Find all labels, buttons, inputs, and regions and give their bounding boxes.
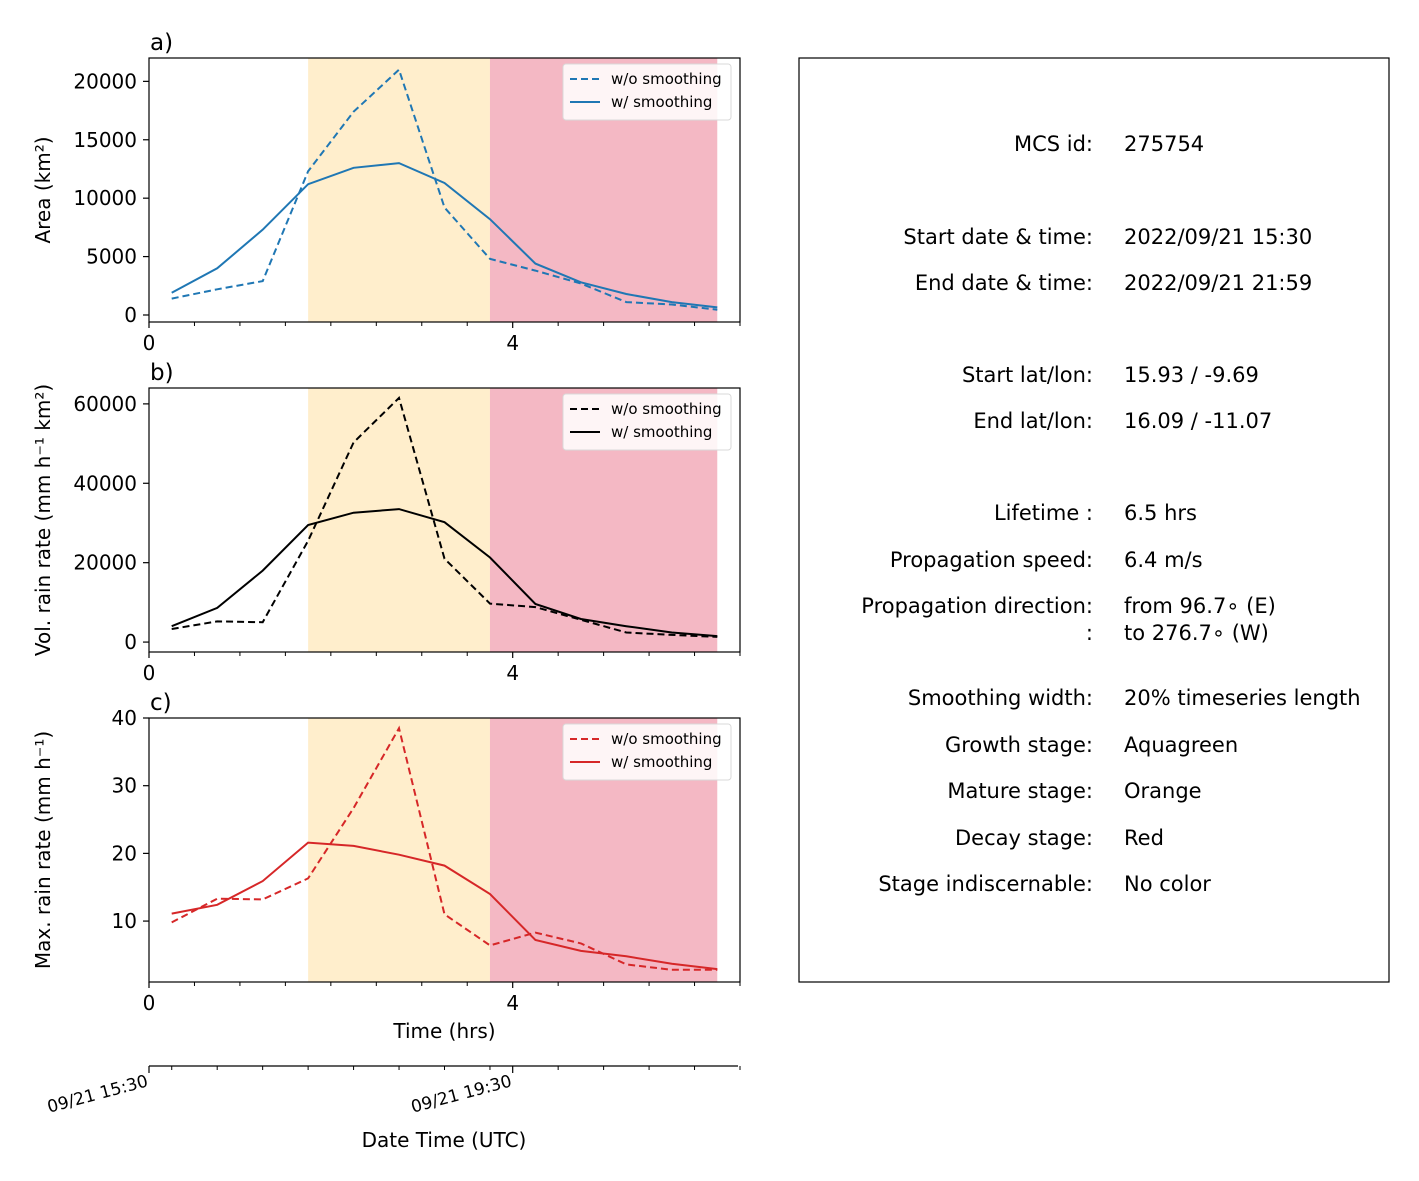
y-axis-label: Vol. rain rate (mm h⁻¹ km²) xyxy=(31,384,55,656)
info-label: End date & time: xyxy=(915,271,1093,295)
info-label: Stage indiscernable: xyxy=(878,872,1093,896)
info-value: Aquagreen xyxy=(1124,733,1238,757)
y-tick-label: 15000 xyxy=(73,128,137,152)
info-label: Propagation speed: xyxy=(890,548,1093,572)
y-axis-label: Max. rain rate (mm h⁻¹) xyxy=(31,731,55,969)
y-tick-label: 40000 xyxy=(73,471,137,495)
mature-stage-span xyxy=(308,388,490,652)
x-tick-label: 0 xyxy=(143,331,156,355)
series-line-smoothed xyxy=(171,508,718,638)
info-label: Lifetime : xyxy=(994,501,1093,525)
info-value: to 276.7∘ (W) xyxy=(1124,621,1269,645)
panel-label: a) xyxy=(150,30,173,56)
datetime-tick-label: 09/21 19:30 xyxy=(409,1072,514,1118)
x-axis-label: Time (hrs) xyxy=(392,1019,495,1043)
y-tick-label: 10000 xyxy=(73,186,137,210)
panel-label: b) xyxy=(150,360,174,386)
datetime-tick-label: 09/21 15:30 xyxy=(45,1072,150,1118)
info-label: Mature stage: xyxy=(947,779,1093,803)
series-line-smoothed xyxy=(171,841,718,971)
info-panel: MCS id: 275754 Start date & time: 2022/09/2… xyxy=(798,57,1390,983)
legend-label: w/o smoothing xyxy=(611,730,722,748)
info-value: Red xyxy=(1124,826,1164,850)
datetime-axis: 09/21 15:30 09/21 19:30 Date Time (UTC) xyxy=(45,1065,741,1152)
y-tick-label: 40 xyxy=(112,706,137,730)
x-tick-label: 0 xyxy=(143,991,156,1015)
info-label: Propagation direction: xyxy=(861,594,1093,618)
x-tick-label: 4 xyxy=(506,331,519,355)
info-label: Start lat/lon: xyxy=(962,363,1093,387)
info-value: 275754 xyxy=(1124,132,1204,156)
x-tick-label: 0 xyxy=(143,661,156,685)
y-axis-label: Area (km²) xyxy=(31,136,55,243)
series-line-unsmoothed xyxy=(171,67,718,311)
legend-box xyxy=(562,393,732,451)
series-line-smoothed xyxy=(171,162,718,309)
legend-label: w/o smoothing xyxy=(611,70,722,88)
legend-label: w/ smoothing xyxy=(611,423,712,441)
series-line-unsmoothed xyxy=(171,396,718,638)
legend: w/o smoothing w/ smoothing xyxy=(562,723,732,781)
panel-label: c) xyxy=(150,690,172,716)
info-value: No color xyxy=(1124,872,1211,896)
x-tick-label: 4 xyxy=(506,991,519,1015)
axes-frame xyxy=(148,717,741,983)
legend-label: w/ smoothing xyxy=(611,93,712,111)
y-tick-label: 10 xyxy=(112,909,137,933)
axes-frame xyxy=(148,387,741,653)
info-panel-border xyxy=(798,57,1390,983)
legend-box xyxy=(562,63,732,121)
y-tick-label: 30 xyxy=(112,774,137,798)
y-tick-label: 60000 xyxy=(73,392,137,416)
info-label: Smoothing width: xyxy=(908,686,1093,710)
info-value: 6.4 m/s xyxy=(1124,548,1203,572)
x-tick-label: 4 xyxy=(506,661,519,685)
legend-label: w/o smoothing xyxy=(611,400,722,418)
info-value: 2022/09/21 21:59 xyxy=(1124,271,1312,295)
legend: w/o smoothing w/ smoothing xyxy=(562,63,732,121)
chart-panel-1: 0 5000 10000 15000 20000 0 4 a) Area (km²) w/o sm… xyxy=(31,30,741,355)
y-tick-label: 20000 xyxy=(73,69,137,93)
info-value: 6.5 hrs xyxy=(1124,501,1197,525)
info-label: Growth stage: xyxy=(945,733,1093,757)
y-tick-label: 20 xyxy=(112,841,137,865)
info-value: 15.93 / -9.69 xyxy=(1124,363,1259,387)
info-label: End lat/lon: xyxy=(973,409,1093,433)
info-label: : xyxy=(1086,621,1093,645)
info-value: Orange xyxy=(1124,779,1202,803)
y-tick-label: 0 xyxy=(124,303,137,327)
info-value: 2022/09/21 15:30 xyxy=(1124,225,1312,249)
legend-label: w/ smoothing xyxy=(611,753,712,771)
chart-panel-2: 0 20000 40000 60000 0 4 b) Vol. rain rate (mm h… xyxy=(31,360,741,685)
legend-box xyxy=(562,723,732,781)
y-tick-label: 5000 xyxy=(86,245,137,269)
info-value: 20% timeseries length xyxy=(1124,686,1361,710)
info-label: Start date & time: xyxy=(903,225,1093,249)
axes-frame xyxy=(148,57,741,323)
info-label: Decay stage: xyxy=(955,826,1093,850)
y-tick-label: 20000 xyxy=(73,551,137,575)
legend: w/o smoothing w/ smoothing xyxy=(562,393,732,451)
info-value: from 96.7∘ (E) xyxy=(1124,594,1276,618)
info-value: 16.09 / -11.07 xyxy=(1124,409,1272,433)
info-label: MCS id: xyxy=(1014,132,1093,156)
mature-stage-span xyxy=(308,58,490,322)
datetime-axis-label: Date Time (UTC) xyxy=(362,1128,527,1152)
mature-stage-span xyxy=(308,718,490,982)
y-tick-label: 0 xyxy=(124,630,137,654)
chart-panel-3: 10 20 30 40 0 4 c) Max. rain rate (mm h⁻¹) Time … xyxy=(31,690,741,1043)
